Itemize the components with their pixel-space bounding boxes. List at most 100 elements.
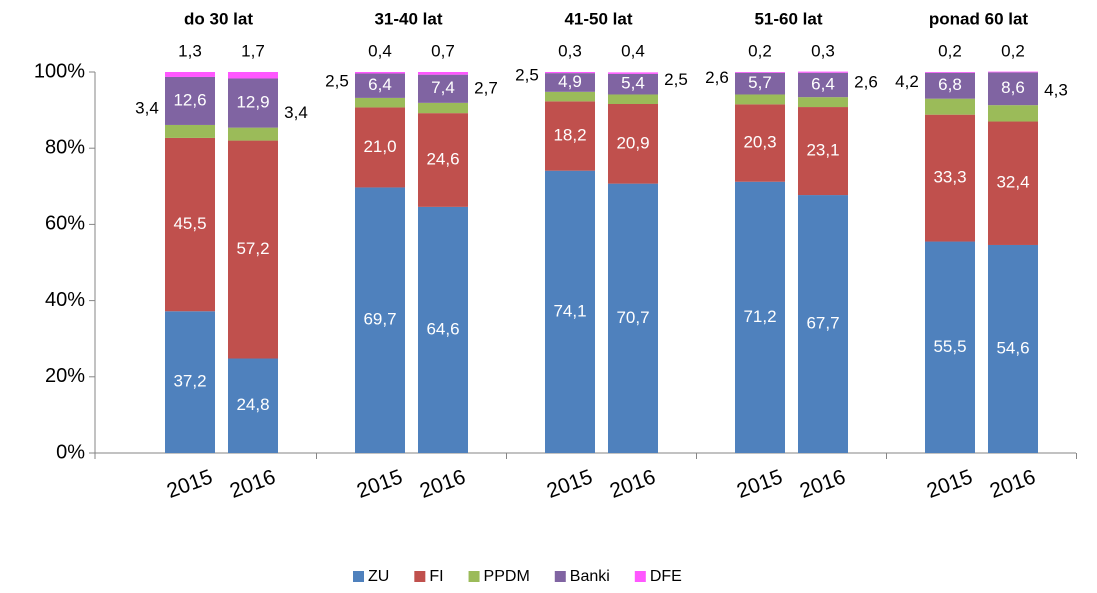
- bar-segment: [355, 72, 405, 74]
- bar-segment: [988, 244, 1038, 453]
- data-label: 6,4: [368, 75, 392, 94]
- bar-segment: [165, 137, 215, 312]
- data-label: 12,9: [236, 93, 269, 112]
- data-label: 0,2: [1001, 41, 1025, 60]
- data-label: 0,2: [938, 41, 962, 60]
- x-tick-label: 2016: [797, 465, 849, 503]
- bar-segment: [735, 181, 785, 453]
- data-label: 57,2: [236, 239, 269, 258]
- y-tick-label: 80%: [45, 136, 85, 158]
- bar-segment: [165, 124, 215, 138]
- legend-swatch: [468, 571, 480, 582]
- legend-label: ZU: [368, 568, 389, 585]
- x-tick-label: 2015: [354, 465, 406, 503]
- data-label: 2,6: [705, 68, 729, 87]
- data-label: 0,3: [811, 41, 835, 60]
- y-tick-label: 60%: [45, 213, 85, 235]
- data-label: 32,4: [996, 173, 1029, 192]
- y-tick-label: 20%: [45, 365, 85, 387]
- bar-segment: [608, 94, 658, 105]
- legend-label: PPDM: [484, 568, 530, 585]
- bar-segment: [798, 71, 848, 73]
- bar-segment: [988, 72, 1038, 106]
- bar-segment: [925, 72, 975, 99]
- bar-segment: [355, 73, 405, 98]
- data-label: 5,4: [621, 74, 645, 93]
- data-label: 2,5: [515, 65, 539, 84]
- group-label: 31-40 lat: [374, 9, 442, 28]
- bar-segment: [798, 107, 848, 196]
- bar-segment: [228, 140, 278, 359]
- data-label: 2,5: [325, 71, 349, 90]
- data-label: 1,3: [178, 41, 202, 60]
- data-label: 54,6: [996, 338, 1029, 357]
- y-tick-label: 0%: [56, 441, 85, 463]
- bar-segment: [798, 195, 848, 454]
- bar-segment: [798, 97, 848, 108]
- data-label: 2,5: [664, 70, 688, 89]
- data-label: 4,2: [895, 72, 919, 91]
- bar-segment: [735, 72, 785, 73]
- bar-segment: [608, 183, 658, 453]
- legend-swatch: [554, 571, 566, 582]
- data-label: 6,8: [938, 75, 962, 94]
- bar-segment: [165, 76, 215, 125]
- x-tick-label: 2015: [734, 465, 786, 503]
- data-label: 1,7: [241, 41, 265, 60]
- data-label: 33,3: [933, 168, 966, 187]
- data-label: 0,3: [558, 41, 582, 60]
- bar-segment: [798, 72, 848, 98]
- x-tick-label: 2015: [924, 465, 976, 503]
- x-tick-label: 2015: [544, 465, 596, 503]
- y-tick-label: 100%: [34, 60, 85, 82]
- bar-segment: [545, 72, 595, 74]
- data-label: 55,5: [933, 337, 966, 356]
- bar-segment: [735, 72, 785, 95]
- x-tick-label: 2016: [987, 465, 1039, 503]
- bar-segment: [418, 72, 468, 75]
- legend-label: Banki: [570, 568, 610, 585]
- data-label: 67,7: [806, 314, 839, 333]
- data-label: 18,2: [553, 125, 586, 144]
- data-label: 24,8: [236, 395, 269, 414]
- bar-segment: [988, 105, 1038, 122]
- group-label: 51-60 lat: [754, 9, 822, 28]
- bar-segment: [925, 241, 975, 453]
- bar-segment: [545, 170, 595, 453]
- x-tick-label: 2016: [417, 465, 469, 503]
- data-label: 21,0: [363, 137, 396, 156]
- legend-label: DFE: [650, 568, 682, 585]
- data-label: 3,4: [284, 103, 308, 122]
- data-label: 64,6: [426, 319, 459, 338]
- data-label: 45,5: [173, 214, 206, 233]
- data-label: 5,7: [748, 73, 772, 92]
- bar-segment: [608, 72, 658, 74]
- data-label: 0,7: [431, 41, 455, 60]
- bar-segment: [545, 101, 595, 171]
- bar-segment: [355, 187, 405, 453]
- data-label: 7,4: [431, 78, 455, 97]
- bar-segment: [228, 78, 278, 128]
- bar-segment: [228, 72, 278, 79]
- bar-segment: [418, 102, 468, 114]
- data-label: 0,2: [748, 41, 772, 60]
- bar-segment: [608, 104, 658, 184]
- bar-segment: [418, 206, 468, 453]
- bar-segment: [355, 107, 405, 188]
- data-label: 4,3: [1044, 81, 1068, 100]
- bar-segment: [925, 98, 975, 115]
- data-label: 8,6: [1001, 78, 1025, 97]
- data-label: 6,4: [811, 74, 835, 93]
- bar-segment: [608, 73, 658, 95]
- data-label: 3,4: [135, 98, 159, 117]
- legend-swatch: [634, 571, 646, 582]
- bar-segment: [355, 97, 405, 108]
- x-tick-label: 2015: [164, 465, 216, 503]
- data-label: 71,2: [743, 307, 776, 326]
- bar-segment: [988, 121, 1038, 245]
- bar-segment: [925, 114, 975, 242]
- data-label: 0,4: [368, 41, 392, 60]
- bar-segment: [418, 74, 468, 103]
- bar-segment: [165, 311, 215, 453]
- x-tick-label: 2016: [607, 465, 659, 503]
